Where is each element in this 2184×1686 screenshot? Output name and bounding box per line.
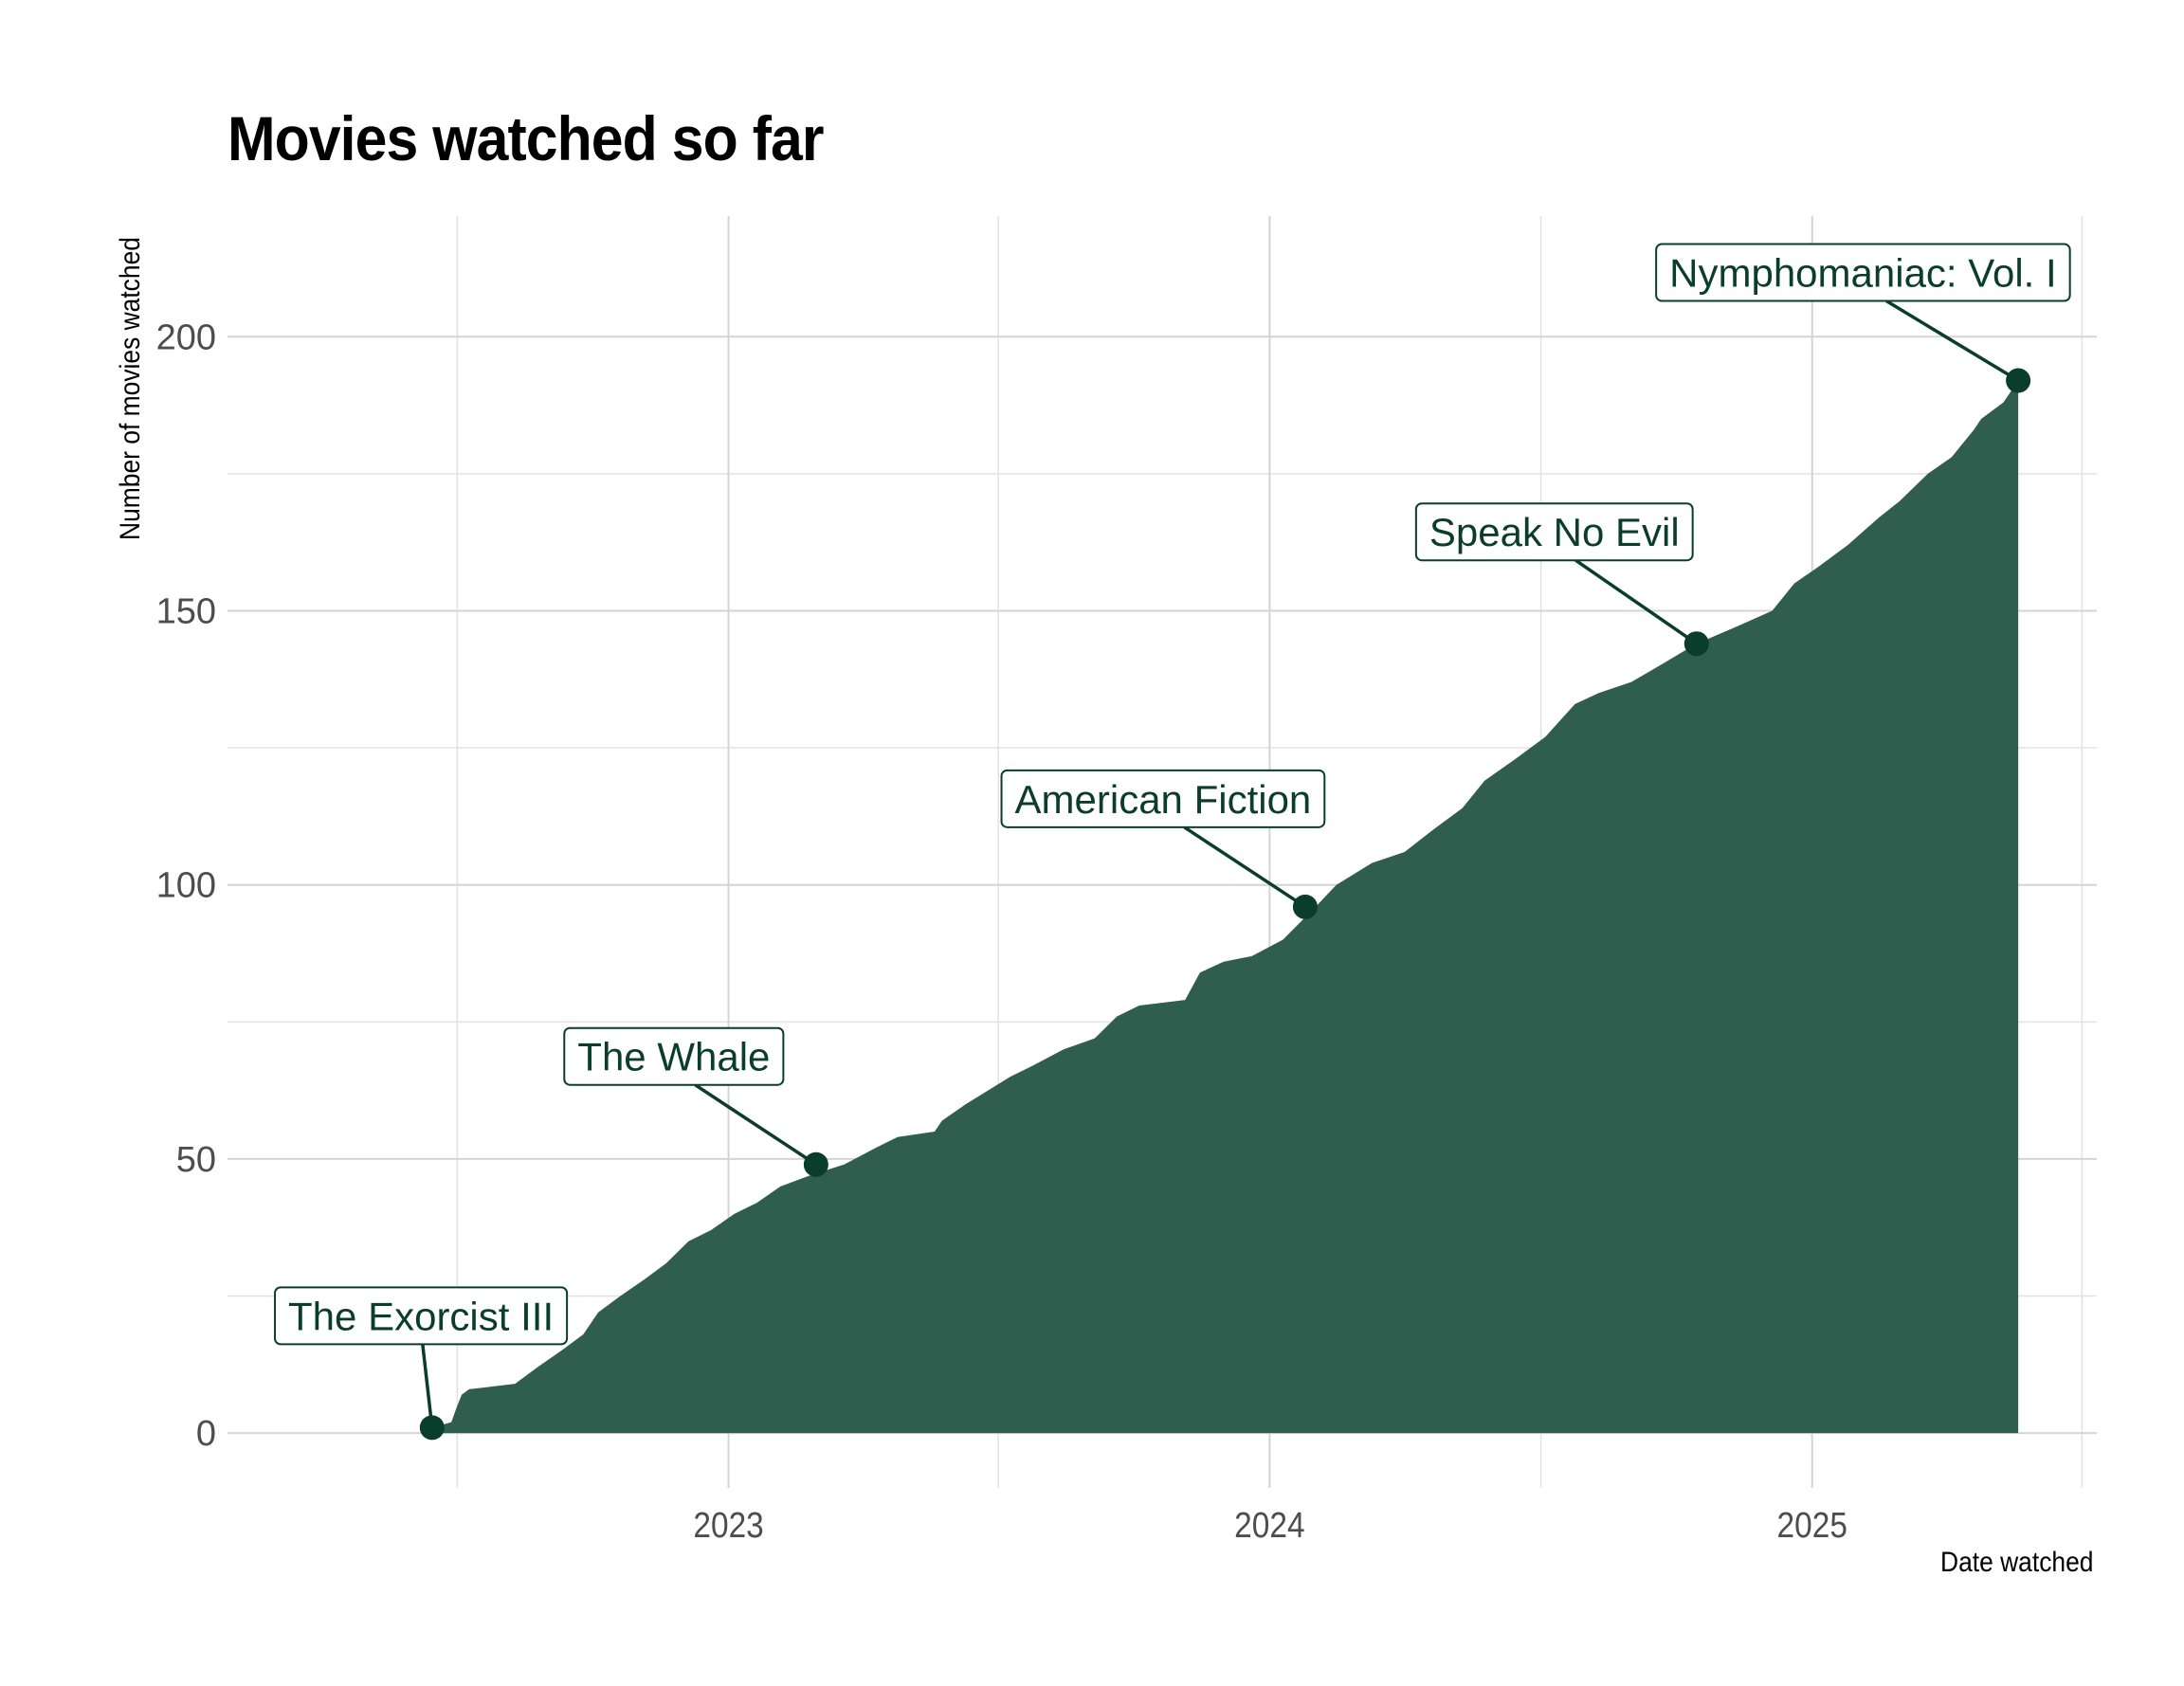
data-point xyxy=(803,1151,828,1177)
y-tick-label: 50 xyxy=(176,1140,216,1180)
annotation-leader-line xyxy=(1183,825,1306,909)
x-axis-label: Date watched xyxy=(1939,1547,2093,1578)
x-tick-label: 2023 xyxy=(693,1505,763,1545)
annotation-label-box xyxy=(1000,769,1326,828)
x-tick-label: 2024 xyxy=(1234,1505,1304,1545)
annotation-label: Speak No Evil xyxy=(1429,510,1680,554)
chart-title: Movies watched so far xyxy=(228,103,824,173)
data-point xyxy=(419,1415,445,1441)
annotation-leader-line xyxy=(421,1344,434,1428)
annotation-label: The Whale xyxy=(577,1035,770,1079)
annotation-leader-line xyxy=(694,1083,817,1167)
annotation-label: Nymphomaniac: Vol. I xyxy=(1669,251,2057,296)
data-point xyxy=(2006,368,2031,393)
data-point xyxy=(1684,631,1709,657)
x-tick-label: 2025 xyxy=(1777,1505,1847,1545)
annotation-label-box xyxy=(274,1286,569,1346)
area-series xyxy=(431,380,2019,1434)
y-tick-label: 200 xyxy=(156,317,216,357)
annotation-label: The Exorcist III xyxy=(288,1294,554,1338)
annotation-label: American Fiction xyxy=(1015,777,1312,822)
y-tick-label: 100 xyxy=(156,866,216,906)
annotation-leader-line xyxy=(1574,558,1698,645)
y-tick-label: 0 xyxy=(196,1414,216,1454)
data-point xyxy=(1292,894,1318,919)
annotation-leader-line xyxy=(1885,299,2020,383)
annotation-label-box xyxy=(1414,502,1694,562)
y-tick-label: 150 xyxy=(156,591,216,631)
annotation-label-box xyxy=(563,1026,785,1086)
annotation-label-box xyxy=(1655,243,2071,302)
